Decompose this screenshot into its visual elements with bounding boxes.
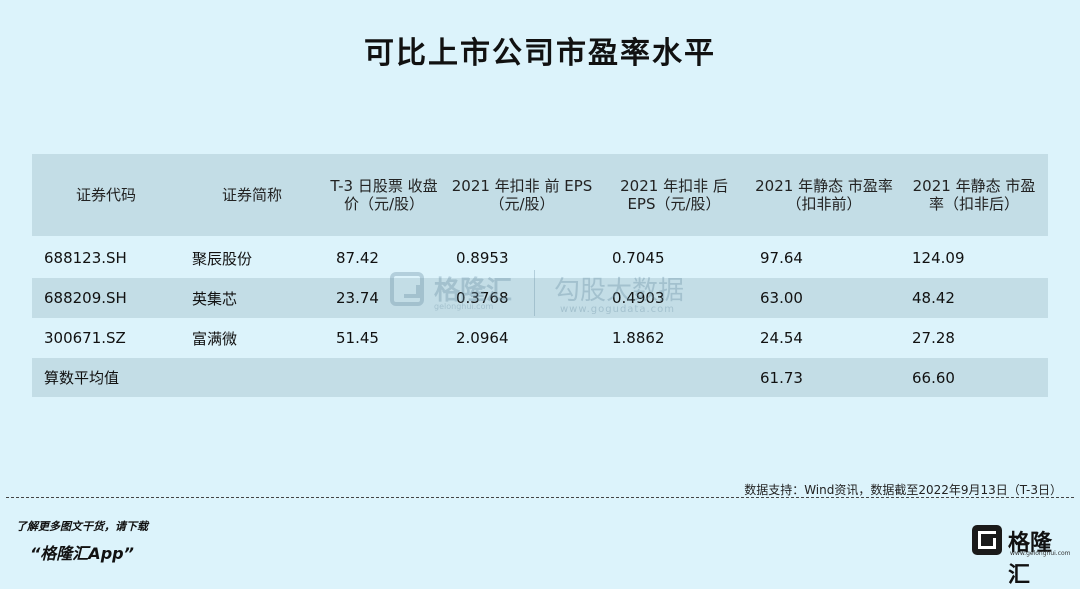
cell-eps-after: 0.4903 — [600, 278, 748, 318]
source-note: 数据支持：Wind资讯，数据截至2022年9月13日（T-3日） — [744, 483, 1062, 497]
promo-line-2: “格隆汇App” — [30, 544, 134, 563]
header-close-price: T-3 日股票 收盘价（元/股） — [324, 154, 444, 236]
cell-name: 英集芯 — [180, 278, 324, 318]
cell-code: 688123.SH — [32, 238, 180, 278]
header-pe-before: 2021 年静态 市盈率（扣非前） — [748, 154, 900, 236]
cell-code: 688209.SH — [32, 278, 180, 318]
cell-name: 聚辰股份 — [180, 238, 324, 278]
cell-pe-before: 24.54 — [748, 318, 900, 358]
cell-eps-after: 0.7045 — [600, 238, 748, 278]
footer-logo: 格隆汇 www.gelonghui.com — [972, 523, 1072, 588]
average-pe-after: 66.60 — [900, 358, 1048, 397]
average-label: 算数平均值 — [32, 358, 748, 397]
table-header-row: 证券代码 证券简称 T-3 日股票 收盘价（元/股） 2021 年扣非 前 EP… — [32, 154, 1048, 236]
cell-code: 300671.SZ — [32, 318, 180, 358]
cell-price: 51.45 — [324, 318, 444, 358]
header-security-code: 证券代码 — [32, 154, 180, 236]
cell-price: 23.74 — [324, 278, 444, 318]
header-pe-after: 2021 年静态 市盈率（扣非后） — [900, 154, 1048, 236]
promo-line-1: 了解更多图文干货，请下载 — [16, 520, 148, 533]
header-eps-before: 2021 年扣非 前 EPS（元/股） — [444, 154, 600, 236]
cell-pe-after: 48.42 — [900, 278, 1048, 318]
table-row: 688123.SH 聚辰股份 87.42 0.8953 0.7045 97.64… — [32, 238, 1048, 278]
divider — [6, 497, 1074, 498]
cell-eps-after: 1.8862 — [600, 318, 748, 358]
cell-pe-after: 124.09 — [900, 238, 1048, 278]
average-pe-before: 61.73 — [748, 358, 900, 397]
average-row: 算数平均值 61.73 66.60 — [32, 358, 1048, 397]
table-row: 688209.SH 英集芯 23.74 0.3768 0.4903 63.00 … — [32, 278, 1048, 318]
gelonghui-logo-icon — [972, 525, 1002, 555]
logo-text: 格隆汇 — [1008, 531, 1053, 588]
logo-url: www.gelonghui.com — [1010, 550, 1071, 557]
cell-eps-before: 0.8953 — [444, 238, 600, 278]
cell-pe-before: 97.64 — [748, 238, 900, 278]
header-eps-after: 2021 年扣非 后 EPS（元/股） — [600, 154, 748, 236]
cell-eps-before: 2.0964 — [444, 318, 600, 358]
pe-comparison-table: 证券代码 证券简称 T-3 日股票 收盘价（元/股） 2021 年扣非 前 EP… — [32, 154, 1048, 397]
header-security-name: 证券简称 — [180, 154, 324, 236]
cell-name: 富满微 — [180, 318, 324, 358]
cell-price: 87.42 — [324, 238, 444, 278]
table-row: 300671.SZ 富满微 51.45 2.0964 1.8862 24.54 … — [32, 318, 1048, 358]
cell-pe-after: 27.28 — [900, 318, 1048, 358]
page-title: 可比上市公司市盈率水平 — [364, 36, 716, 71]
cell-eps-before: 0.3768 — [444, 278, 600, 318]
cell-pe-before: 63.00 — [748, 278, 900, 318]
